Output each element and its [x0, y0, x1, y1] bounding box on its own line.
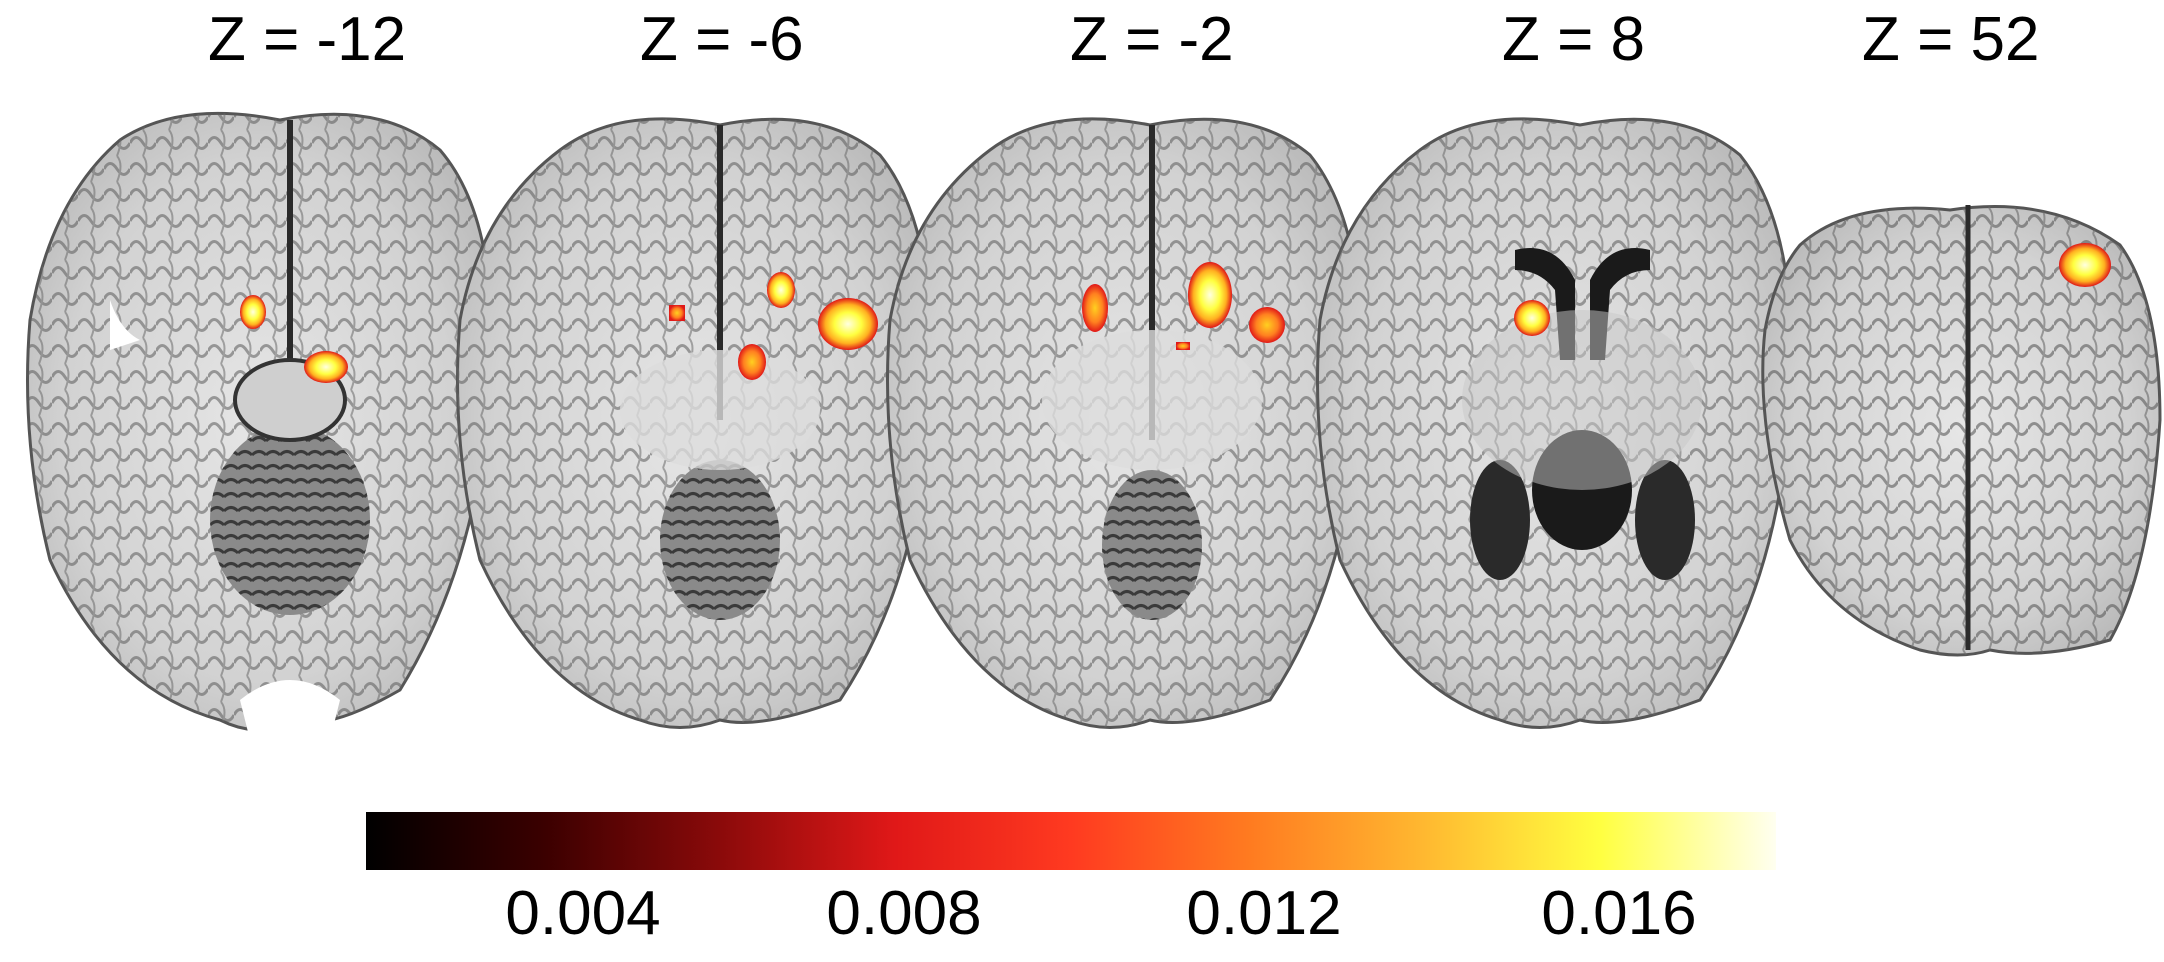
activation-blob: [2059, 243, 2111, 287]
brain-slices-figure: [26, 111, 2162, 740]
activation-blob: [818, 298, 878, 350]
activation-blob: [1188, 262, 1232, 328]
activation-blob: [1514, 300, 1550, 336]
activation-blob: [1082, 284, 1108, 332]
slice-label-z-minus-6: Z = -6: [640, 5, 804, 74]
slice-label-z-minus-12: Z = -12: [208, 5, 407, 74]
activation-blob: [304, 351, 348, 383]
colorbar-tick-label: 0.008: [826, 879, 982, 948]
brain-slice-z-minus-2: [886, 117, 1363, 729]
activation-blob: [240, 295, 266, 329]
slice-label-z-minus-2: Z = -2: [1070, 5, 1234, 74]
brain-slice-z-minus-6: [456, 117, 933, 729]
colorbar: [366, 812, 1776, 870]
activation-blob: [767, 272, 795, 308]
colorbar-tick-label: 0.016: [1541, 879, 1697, 948]
slice-label-z-52: Z = 52: [1862, 5, 2040, 74]
brain-slice-z-minus-12: [26, 111, 493, 740]
brain-slice-z-52: [1761, 205, 2162, 657]
activation-blob: [1249, 307, 1285, 343]
activation-blob: [1176, 342, 1190, 350]
colorbar-tick-label: 0.012: [1186, 879, 1342, 948]
activation-blob: [669, 305, 685, 321]
slice-label-z-8: Z = 8: [1502, 5, 1646, 74]
colorbar-tick-label: 0.004: [505, 879, 661, 948]
brain-slice-z-8: [1316, 117, 1793, 729]
activation-blob: [738, 344, 766, 380]
